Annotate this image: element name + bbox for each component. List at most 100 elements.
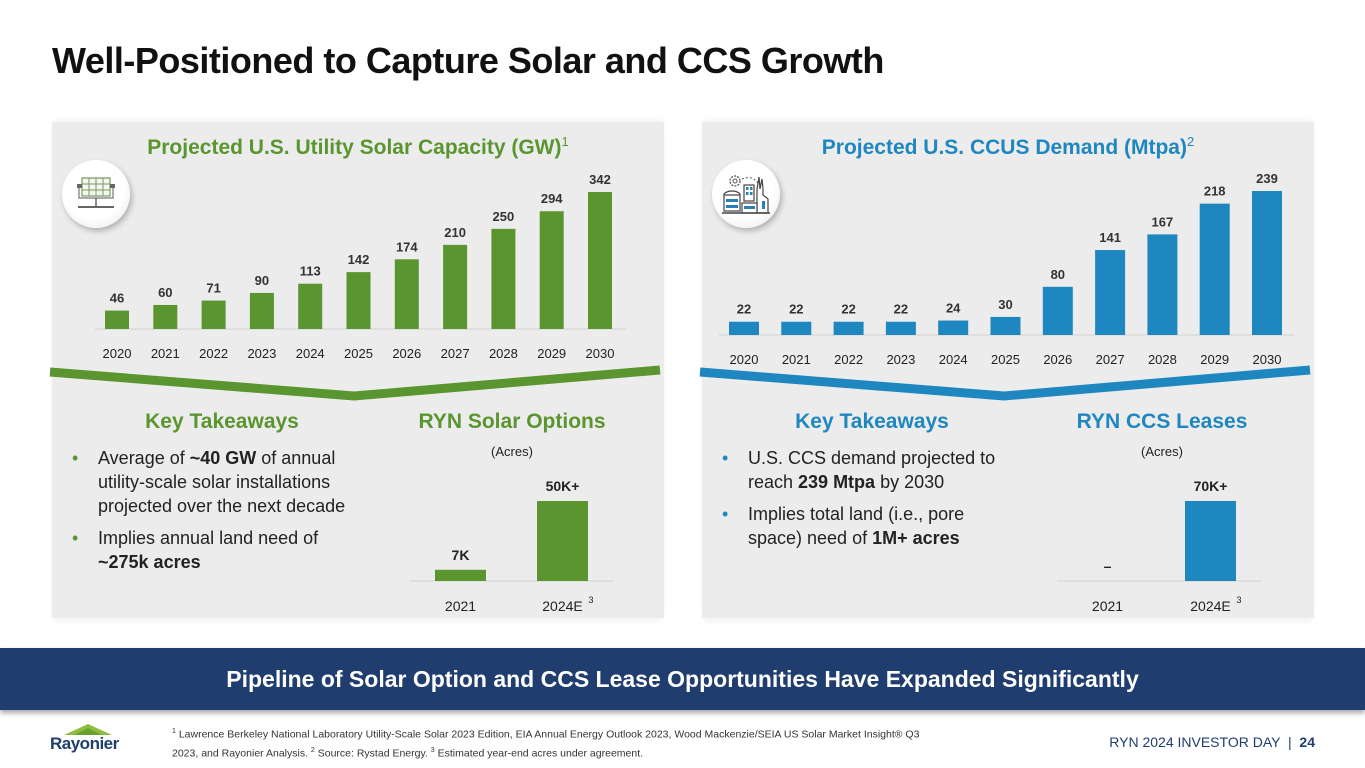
- page-number: 24: [1299, 734, 1315, 750]
- data-label-2025: 30: [998, 297, 1012, 312]
- data-label-2021: –: [1104, 558, 1112, 574]
- x-tick-2020: 2020: [730, 352, 759, 367]
- data-label-2021: 22: [789, 302, 803, 317]
- data-label-2020: 22: [737, 302, 751, 317]
- data-label-2024E: 70K+: [1194, 478, 1228, 494]
- ccs-chevron-divider: [699, 365, 1311, 401]
- bar-2021: [153, 304, 178, 329]
- data-label-2030: 239: [1256, 171, 1278, 186]
- x-tick-2025: 2025: [991, 352, 1020, 367]
- ccs-leases-title: RYN CCS Leases: [1076, 410, 1248, 433]
- data-label-2029: 218: [1204, 184, 1226, 199]
- x-tick-2029: 2029: [1200, 352, 1229, 367]
- ccus-demand-chart: 22 2020 22 2021 22 2022 22 2023 24 2024 30 2025 80 20…: [719, 171, 1295, 367]
- solar-takeaways-list: Average of ~40 GW of annual utility-scal…: [62, 446, 362, 582]
- x-tick-2023: 2023: [247, 346, 276, 361]
- ccs-takeaways-title: Key Takeaways: [795, 410, 949, 433]
- data-label-2024: 24: [946, 301, 961, 316]
- solar-takeaways-title: Key Takeaways: [145, 410, 299, 433]
- bar-2029: [1199, 203, 1230, 335]
- x-tick-2027: 2027: [441, 346, 470, 361]
- x-tick-2029: 2029: [537, 346, 566, 361]
- takeaway-item: Average of ~40 GW of annual utility-scal…: [62, 446, 362, 518]
- data-label-2020: 46: [110, 291, 124, 306]
- solar-options-title: RYN Solar Options: [418, 410, 606, 433]
- takeaway-item: Implies total land (i.e., pore space) ne…: [712, 502, 1012, 550]
- bar-2020: [729, 321, 759, 335]
- takeaway-text: Implies annual land need of: [98, 528, 319, 548]
- bar-2020: [105, 310, 129, 329]
- data-label-2029: 294: [541, 191, 563, 206]
- x-tick-2021: 2021: [151, 346, 180, 361]
- solar-options-chart: 7K 2021 50K+ 2024E 3: [410, 478, 613, 614]
- x-tick-2024E: 2024E: [542, 598, 582, 614]
- data-label-2023: 90: [255, 273, 269, 288]
- takeaway-text: Implies total land (i.e., pore space) ne…: [748, 504, 965, 548]
- takeaway-text: of annual utility-scale solar installati…: [98, 448, 346, 516]
- bar-2022: [201, 300, 226, 329]
- x-tick-footnote: 3: [1237, 595, 1242, 605]
- bar-2027: [1095, 250, 1126, 335]
- solar-panel: Projected U.S. Utility Solar Capacity (G…: [49, 122, 664, 618]
- ccs-panel: Projected U.S. CCUS Demand (Mtpa)2 22 202…: [699, 122, 1314, 618]
- takeaway-highlight: ~275k acres: [98, 552, 201, 572]
- ccs-leases-chart: – 2021 70K+ 2024E 3: [1057, 478, 1261, 614]
- page-footer: RYN 2024 INVESTOR DAY | 24: [1109, 734, 1315, 750]
- solar-chevron-divider: [49, 365, 661, 401]
- x-tick-2024E: 2024E: [1190, 598, 1230, 614]
- event-name: RYN 2024 INVESTOR DAY: [1109, 734, 1281, 750]
- x-tick-2027: 2027: [1096, 352, 1125, 367]
- x-tick-2022: 2022: [199, 346, 228, 361]
- data-label-2026: 174: [396, 239, 418, 254]
- data-label-2026: 80: [1051, 267, 1065, 282]
- takeaway-text: U.S. CCS demand projected to reach: [748, 448, 996, 492]
- summary-banner: Pipeline of Solar Option and CCS Lease O…: [0, 648, 1365, 710]
- takeaway-text: Average of: [98, 448, 190, 468]
- x-tick-2024: 2024: [939, 352, 968, 367]
- rayonier-logo: Rayonier: [50, 722, 130, 754]
- bar-2021: [781, 321, 812, 335]
- data-label-2021: 7K: [452, 547, 470, 563]
- x-tick-2021: 2021: [1092, 598, 1123, 614]
- solar-capacity-chart: 46 2020 60 2021 71 2022 90 2023 113 2024 142 2025 17…: [95, 172, 627, 361]
- takeaway-text: by 2030: [875, 472, 945, 492]
- data-label-2024E: 50K+: [546, 478, 580, 494]
- bar-2028: [1147, 234, 1178, 335]
- x-tick-footnote: 3: [589, 595, 594, 605]
- takeaway-item: U.S. CCS demand projected to reach 239 M…: [712, 446, 1012, 494]
- bar-2023: [249, 292, 274, 329]
- bar-2028: [491, 228, 516, 329]
- data-label-2021: 60: [158, 285, 172, 300]
- x-tick-2020: 2020: [103, 346, 132, 361]
- bar-2025: [346, 272, 371, 329]
- x-tick-2021: 2021: [445, 598, 476, 614]
- x-tick-2030: 2030: [1253, 352, 1282, 367]
- data-label-2024: 113: [300, 264, 321, 279]
- takeaway-item: Implies annual land need of ~275k acres: [62, 526, 362, 574]
- bar-2029: [539, 211, 564, 329]
- bar-2026: [1042, 286, 1073, 335]
- x-tick-2024: 2024: [296, 346, 325, 361]
- bar-2030: [588, 192, 612, 329]
- x-tick-2021: 2021: [782, 352, 811, 367]
- x-tick-2023: 2023: [886, 352, 915, 367]
- ccs-chart-title: Projected U.S. CCUS Demand (Mtpa)2: [821, 134, 1195, 159]
- solar-options-units: (Acres): [491, 444, 533, 459]
- ccs-leases-units: (Acres): [1141, 444, 1183, 459]
- footnotes: 1 Lawrence Berkeley National Laboratory …: [172, 728, 920, 759]
- solar-chart-title: Projected U.S. Utility Solar Capacity (G…: [147, 134, 569, 159]
- bar-2026: [394, 259, 419, 329]
- bar-2027: [443, 244, 468, 329]
- data-label-2030: 342: [589, 172, 611, 187]
- data-label-2022: 71: [206, 281, 220, 296]
- takeaway-highlight: ~40 GW: [189, 448, 257, 468]
- bar-2030: [1252, 191, 1282, 335]
- bar-2024E: [537, 501, 588, 581]
- logo-text: Rayonier: [50, 734, 119, 753]
- x-tick-2022: 2022: [834, 352, 863, 367]
- data-label-2022: 22: [841, 302, 855, 317]
- slide-title: Well-Positioned to Capture Solar and CCS…: [52, 40, 884, 81]
- x-tick-2026: 2026: [1043, 352, 1072, 367]
- x-tick-2028: 2028: [1148, 352, 1177, 367]
- bar-2023: [885, 321, 916, 335]
